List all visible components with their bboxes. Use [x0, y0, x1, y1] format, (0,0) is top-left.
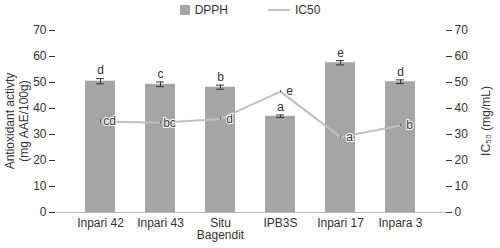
svg-text:IPB3S: IPB3S: [263, 216, 297, 230]
svg-text:Inpari 43: Inpari 43: [137, 216, 184, 230]
svg-text:a: a: [346, 130, 353, 144]
svg-text:Inpara 3: Inpara 3: [378, 216, 422, 230]
svg-text:0: 0: [455, 205, 462, 219]
html-text:IC₅₀ (mg/mL): IC₅₀ (mg/mL): [479, 86, 493, 156]
svg-text:cd: cd: [103, 114, 116, 128]
svg-text:10: 10: [33, 179, 47, 193]
html-text:(mg AAE/100g): (mg AAE/100g): [17, 80, 31, 162]
svg-text:20: 20: [455, 153, 469, 167]
svg-text:40: 40: [33, 101, 47, 115]
svg-text:Inpari 17: Inpari 17: [317, 216, 364, 230]
svg-text:50: 50: [455, 75, 469, 89]
svg-text:10: 10: [455, 179, 469, 193]
svg-text:50: 50: [33, 75, 47, 89]
svg-text:e: e: [286, 84, 293, 98]
svg-text:70: 70: [455, 23, 469, 37]
html-text:DPPH: DPPH: [194, 3, 228, 17]
svg-text:e: e: [337, 46, 344, 60]
svg-text:b: b: [406, 118, 413, 132]
html-text:Antioxidant activty: Antioxidant activty: [3, 72, 17, 170]
svg-text:30: 30: [33, 127, 47, 141]
svg-text:Inpari 42: Inpari 42: [77, 216, 124, 230]
svg-text:d: d: [226, 112, 233, 126]
svg-text:b: b: [217, 70, 224, 84]
svg-text:d: d: [397, 65, 404, 79]
svg-text:0: 0: [40, 205, 47, 219]
svg-text:d: d: [97, 63, 104, 77]
svg-text:30: 30: [455, 127, 469, 141]
svg-text:20: 20: [33, 153, 47, 167]
svg-text:a: a: [277, 100, 284, 114]
svg-text:SituBagendit: SituBagendit: [197, 216, 245, 242]
svg-text:c: c: [158, 67, 164, 81]
svg-text:60: 60: [455, 49, 469, 63]
svg-text:bc: bc: [163, 116, 176, 130]
svg-text:40: 40: [455, 101, 469, 115]
svg-text:60: 60: [33, 49, 47, 63]
html-text:IC50: IC50: [295, 3, 321, 17]
svg-text:70: 70: [33, 23, 47, 37]
